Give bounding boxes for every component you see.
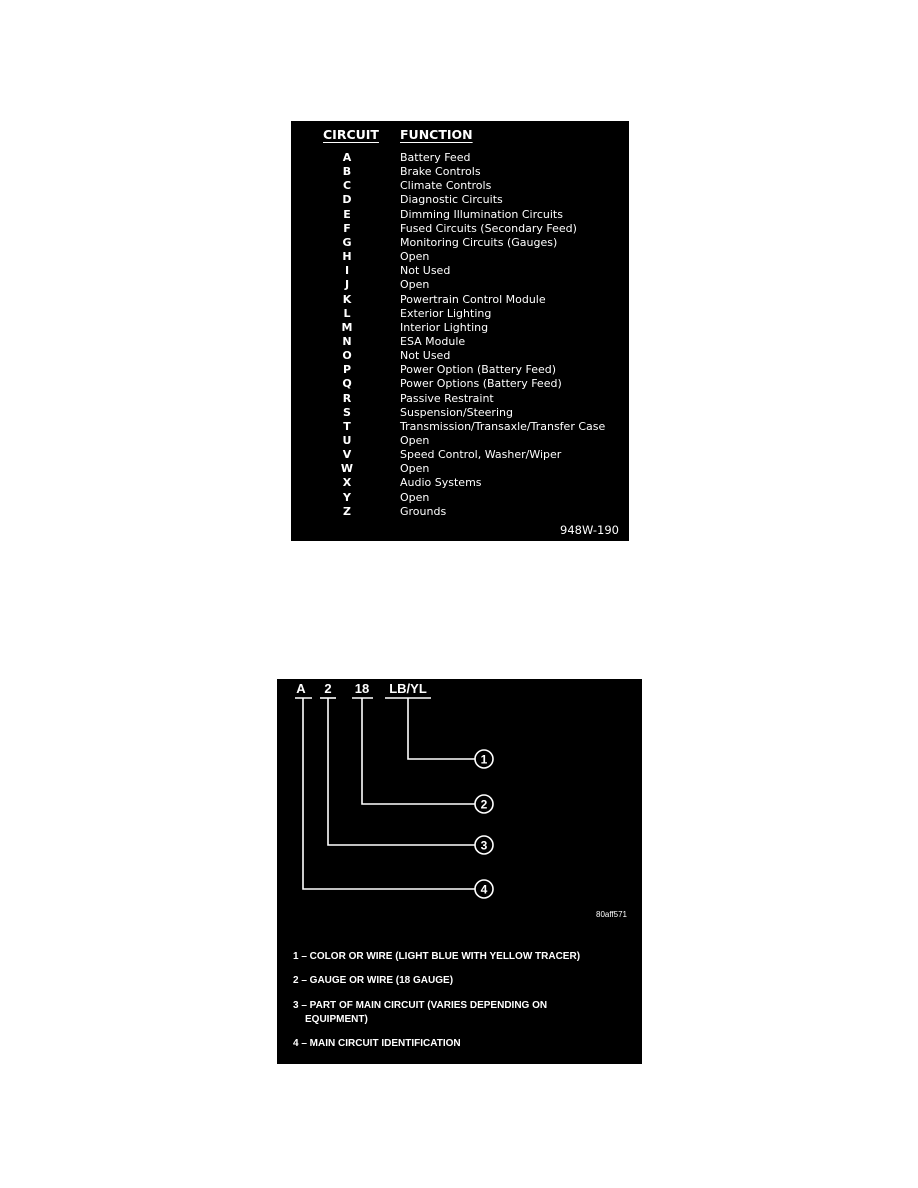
circuit-function: Transmission/Transaxle/Transfer Case [400,419,606,433]
circuit-letter: R [342,391,352,405]
circuit-letter: G [342,235,352,249]
circuit-function: Suspension/Steering [400,405,513,419]
table-row: F Fused Circuits (Secondary Feed) [291,222,629,236]
table-row: R Passive Restraint [291,392,629,406]
circuit-function: Brake Controls [400,165,481,179]
circuit-function-table-figure: CIRCUIT FUNCTION A Battery Feed B Brake Con… [291,121,629,541]
table-row: L Exterior Lighting [291,307,629,321]
table-row: Y Open [291,491,629,505]
circuit-function: Grounds [400,504,447,518]
table-row: J Open [291,278,629,292]
part-circuit-id: A [296,681,306,696]
circuit-function: Not Used [400,264,451,278]
circuit-letter: Z [343,504,351,518]
table-row: U Open [291,434,629,448]
table-row: Q Power Options (Battery Feed) [291,377,629,391]
table-row: P Power Option (Battery Feed) [291,363,629,377]
circuit-letter: O [342,349,352,363]
legend-item-1: 1 – COLOR OR WIRE (LIGHT BLUE WITH YELLO… [293,951,580,962]
circuit-letter: U [342,434,352,447]
circuit-function: Not Used [400,349,451,363]
table-row: S Suspension/Steering [291,406,629,420]
circuit-letter: W [340,462,354,476]
figure-code: 948W-190 [560,523,619,537]
callout-3: 3 [481,839,488,853]
circuit-function: Interior Lighting [400,320,489,334]
circuit-header: CIRCUIT [323,127,379,142]
table-row: C Climate Controls [291,179,629,193]
circuit-function: Dimming Illumination Circuits [400,207,563,221]
table-row: T Transmission/Transaxle/Transfer Case [291,420,629,434]
circuit-letter: A [342,151,352,164]
table-row: E Dimming Illumination Circuits [291,208,629,222]
callout-2: 2 [481,798,488,812]
circuit-letter: S [343,405,351,419]
table-row: O Not Used [291,349,629,363]
table-row: M Interior Lighting [291,321,629,335]
circuit-function: Diagnostic Circuits [400,193,503,207]
circuit-function: Climate Controls [400,179,492,193]
circuit-letter: K [342,292,352,306]
table-row: N ESA Module [291,335,629,349]
circuit-function: Open [400,250,430,264]
table-row: D Diagnostic Circuits [291,193,629,207]
circuit-function: Speed Control, Washer/Wiper [400,448,562,462]
circuit-letter: D [342,193,352,207]
callout-1: 1 [481,753,488,767]
circuit-function: Battery Feed [400,151,471,164]
circuit-letter: T [343,419,351,433]
circuit-function: Audio Systems [400,476,482,490]
circuit-function: Monitoring Circuits (Gauges) [400,235,558,249]
wire-code-diagram: A 2 18 LB/YL 1 2 3 4 80aff571 1 – COLOR … [277,679,642,1064]
table-row: V Speed Control, Washer/Wiper [291,448,629,462]
circuit-letter: H [342,250,352,264]
part-color: LB/YL [389,681,427,696]
figure-code: 80aff571 [596,910,628,919]
circuit-function: Open [400,462,430,476]
circuit-letter: F [343,221,351,235]
circuit-letter: I [344,264,350,278]
circuit-function: Fused Circuits (Secondary Feed) [400,221,577,235]
function-header: FUNCTION [400,127,473,142]
circuit-letter: E [343,207,351,221]
circuit-letter: B [342,165,352,179]
circuit-letter: J [344,278,350,292]
part-gauge: 18 [355,681,369,696]
circuit-function: Powertrain Control Module [400,292,546,306]
circuit-letter: X [342,476,352,490]
legend-item-2: 2 – GAUGE OR WIRE (18 GAUGE) [293,975,453,986]
circuit-function: ESA Module [400,334,466,348]
circuit-function: Open [400,490,430,504]
legend-item-4: 4 – MAIN CIRCUIT IDENTIFICATION [293,1038,461,1049]
circuit-letter: N [342,334,352,348]
part-circuit-part: 2 [324,681,331,696]
circuit-function: Open [400,434,430,447]
table-row: B Brake Controls [291,165,629,179]
table-row: A Battery Feed [291,151,629,165]
legend-item-3: 3 – PART OF MAIN CIRCUIT (VARIES DEPENDI… [293,1000,547,1011]
table-row: G Monitoring Circuits (Gauges) [291,236,629,250]
circuit-function: Exterior Lighting [400,306,492,320]
leader-lines [295,697,494,899]
table-row: H Open [291,250,629,264]
circuit-letter: Y [343,490,351,504]
circuit-letter: P [342,363,352,377]
table-row: Z Grounds [291,505,629,519]
table-row: X Audio Systems [291,476,629,490]
circuit-letter: M [341,320,353,334]
circuit-function: Passive Restraint [400,391,494,405]
circuit-function: Open [400,278,430,292]
circuit-letter: L [343,306,351,320]
table-row: I Not Used [291,264,629,278]
callout-4: 4 [481,883,488,897]
circuit-letter: C [342,179,352,193]
circuit-letter: V [342,448,352,462]
circuit-function: Power Options (Battery Feed) [400,377,562,391]
table-row: W Open [291,462,629,476]
legend-item-3-cont: EQUIPMENT) [305,1014,368,1025]
table-row: K Powertrain Control Module [291,293,629,307]
circuit-letter: Q [342,377,352,391]
circuit-function: Power Option (Battery Feed) [400,363,556,377]
